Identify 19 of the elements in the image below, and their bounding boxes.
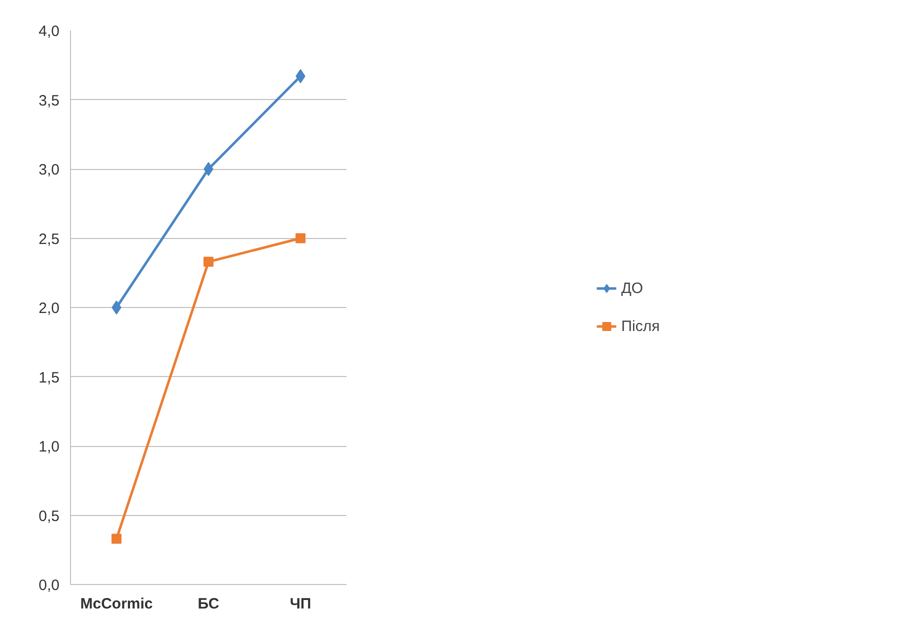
y-tick-label: 2,0 [38,300,60,317]
point [112,534,122,544]
point [204,256,214,267]
y-tick-label: 3,0 [38,162,60,178]
y-tick-label: 3,5 [38,92,60,110]
x-tick-label: McCormic [80,596,153,612]
y-tick-label: 4,0 [38,23,60,40]
point [112,300,122,314]
point [204,162,214,176]
legend-label: ДО [621,280,644,296]
legend-label: Після [621,318,660,334]
y-tick-label: 1,5 [38,369,60,386]
point [296,233,306,244]
x-tick-label: БС [198,596,220,612]
y-tick-label: 1,0 [38,438,60,456]
y-tick-label: 2,5 [38,230,60,248]
y-tick-label: 0,5 [38,508,60,525]
x-tick-label: ЧП [290,596,312,612]
y-tick-label: 0,0 [38,577,60,594]
